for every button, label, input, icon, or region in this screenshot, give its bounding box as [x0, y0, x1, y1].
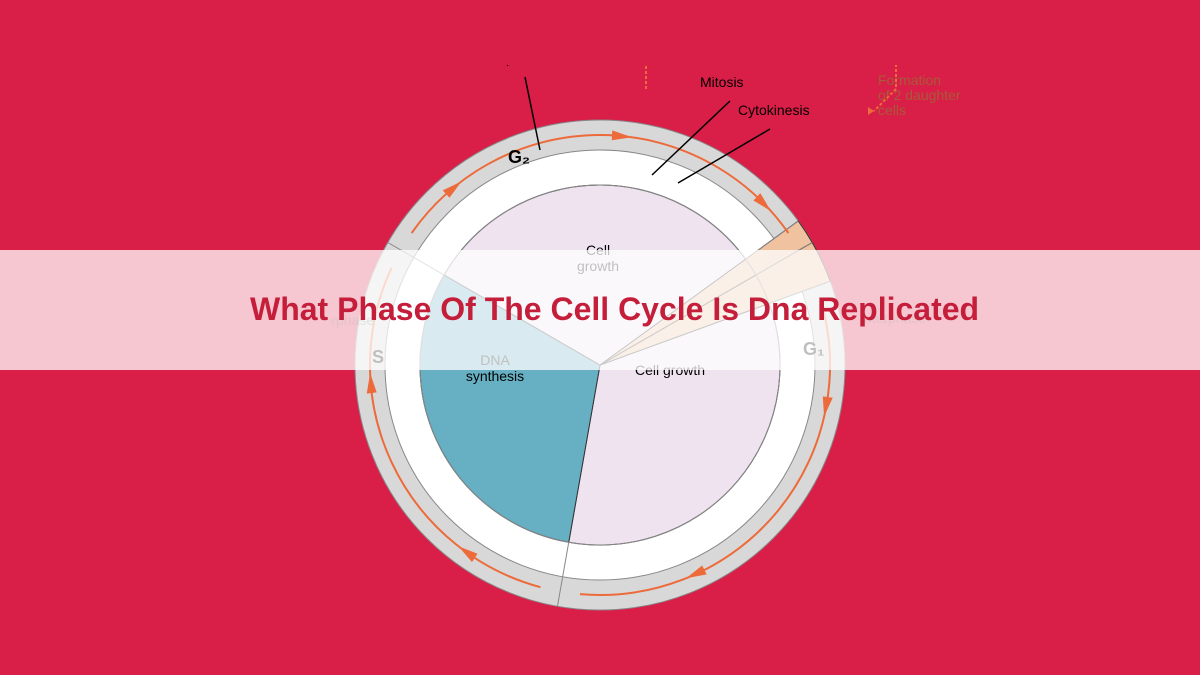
slice-label: synthesis [466, 368, 524, 384]
outer-label: of 2 daughter [878, 87, 961, 103]
outer-label: Cytokinesis [738, 102, 810, 118]
outer-label: Formation [878, 72, 941, 88]
title-overlay-band: What Phase Of The Cell Cycle Is Dna Repl… [0, 250, 1200, 370]
outer-label: Mitosis [700, 74, 744, 90]
outer-label: cells [878, 102, 906, 118]
overlay-title: What Phase Of The Cell Cycle Is Dna Repl… [250, 289, 979, 331]
outer-label: Interphase [478, 65, 544, 66]
ring-label: G₂ [508, 147, 530, 167]
